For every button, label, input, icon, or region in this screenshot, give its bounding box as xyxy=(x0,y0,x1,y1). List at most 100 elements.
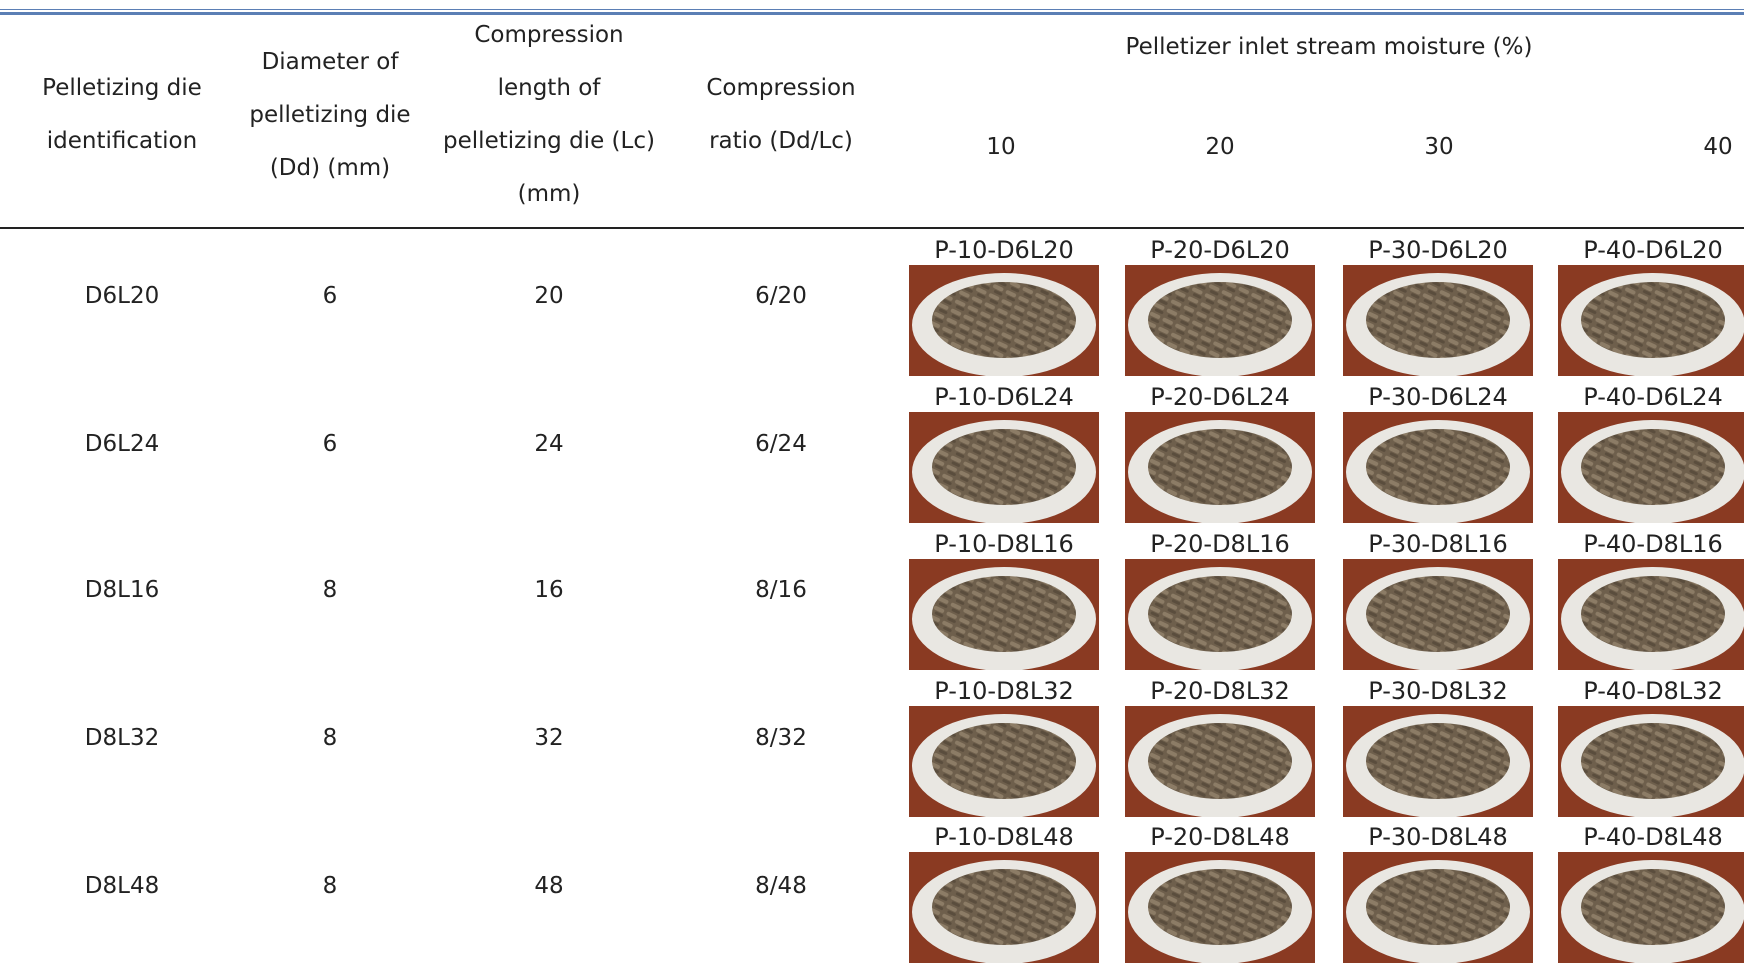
photo xyxy=(1125,412,1315,523)
photo xyxy=(1558,852,1744,963)
cell: 6/20 xyxy=(755,283,807,309)
photo-label: P-10-D6L20 xyxy=(934,236,1073,264)
photo-label: P-40-D8L32 xyxy=(1583,677,1722,705)
page: (() => { const data = JSON.parse(documen… xyxy=(0,0,1744,963)
cell: D6L20 xyxy=(85,283,159,309)
pellets xyxy=(1148,869,1292,945)
header-line: Diameter of xyxy=(262,36,399,89)
pellets xyxy=(1581,723,1725,799)
header-line: (mm) xyxy=(518,168,581,221)
cell: 6/24 xyxy=(755,431,807,457)
pellets xyxy=(1581,869,1725,945)
cell: D8L48 xyxy=(85,873,159,899)
pellets xyxy=(1148,576,1292,652)
cell: 24 xyxy=(534,431,563,457)
photo-label: P-10-D6L24 xyxy=(934,383,1073,411)
photo xyxy=(1558,706,1744,817)
pellets xyxy=(1366,429,1510,505)
header-line: pelletizing die (Lc) xyxy=(443,115,655,168)
cell: 8/32 xyxy=(755,725,807,751)
photo-label: P-20-D6L24 xyxy=(1150,383,1289,411)
photo xyxy=(1343,265,1533,376)
photo xyxy=(1343,706,1533,817)
photo-label: P-20-D8L48 xyxy=(1150,823,1289,851)
cell: 8/48 xyxy=(755,873,807,899)
group-title: Pelletizer inlet stream moisture (%) xyxy=(1126,34,1533,60)
header-line: ratio (Dd/Lc) xyxy=(709,115,853,168)
photo xyxy=(909,265,1099,376)
photo-label: P-20-D6L20 xyxy=(1150,236,1289,264)
moisture-header: 40 xyxy=(1703,134,1732,160)
cell: 6 xyxy=(323,431,338,457)
photo-label: P-30-D6L20 xyxy=(1368,236,1507,264)
cell: 32 xyxy=(534,725,563,751)
photo xyxy=(1125,852,1315,963)
photo-label: P-10-D8L48 xyxy=(934,823,1073,851)
cell: 16 xyxy=(534,577,563,603)
photo xyxy=(1558,265,1744,376)
pellets xyxy=(932,282,1076,358)
photo-label: P-40-D8L48 xyxy=(1583,823,1722,851)
cell: 8 xyxy=(323,577,338,603)
cell: D8L16 xyxy=(85,577,159,603)
photo-label: P-20-D8L16 xyxy=(1150,530,1289,558)
header-line: (Dd) (mm) xyxy=(270,142,390,195)
cell: 6 xyxy=(323,283,338,309)
photo-label: P-30-D8L32 xyxy=(1368,677,1507,705)
pellets xyxy=(1148,282,1292,358)
photo-label: P-40-D6L20 xyxy=(1583,236,1722,264)
pellets xyxy=(1581,282,1725,358)
photo xyxy=(909,706,1099,817)
header-line: Pelletizing die xyxy=(42,62,202,115)
cell: D8L32 xyxy=(85,725,159,751)
moisture-header: 10 xyxy=(986,134,1015,160)
photo xyxy=(1125,265,1315,376)
pellets xyxy=(1366,723,1510,799)
pellets xyxy=(1148,429,1292,505)
cell: 20 xyxy=(534,283,563,309)
moisture-header: 30 xyxy=(1424,134,1453,160)
cell: 8/16 xyxy=(755,577,807,603)
header-line: length of xyxy=(498,62,601,115)
cell: D6L24 xyxy=(85,431,159,457)
photo xyxy=(1343,559,1533,670)
photo-label: P-40-D8L16 xyxy=(1583,530,1722,558)
photo xyxy=(1343,412,1533,523)
photo xyxy=(909,852,1099,963)
photo xyxy=(1558,412,1744,523)
header-line: Compression xyxy=(706,62,855,115)
pellets xyxy=(932,723,1076,799)
photo-label: P-30-D6L24 xyxy=(1368,383,1507,411)
pellets xyxy=(1366,282,1510,358)
photo-label: P-10-D8L32 xyxy=(934,677,1073,705)
cell: 48 xyxy=(534,873,563,899)
pellets xyxy=(932,869,1076,945)
pellets xyxy=(1581,429,1725,505)
photo-label: P-30-D8L48 xyxy=(1368,823,1507,851)
photo xyxy=(1125,706,1315,817)
header-line: Compression xyxy=(474,9,623,62)
header-line: identification xyxy=(47,115,197,168)
photo xyxy=(1125,559,1315,670)
cell: 8 xyxy=(323,873,338,899)
photo-label: P-10-D8L16 xyxy=(934,530,1073,558)
pellets xyxy=(1366,869,1510,945)
pellets xyxy=(1366,576,1510,652)
photo-label: P-20-D8L32 xyxy=(1150,677,1289,705)
pellets xyxy=(1148,723,1292,799)
photo xyxy=(1343,852,1533,963)
photo xyxy=(909,559,1099,670)
photo xyxy=(1558,559,1744,670)
cell: 8 xyxy=(323,725,338,751)
pellets xyxy=(1581,576,1725,652)
photo xyxy=(909,412,1099,523)
header-line: pelletizing die xyxy=(249,89,410,142)
pellets xyxy=(932,576,1076,652)
moisture-header: 20 xyxy=(1205,134,1234,160)
photo-label: P-30-D8L16 xyxy=(1368,530,1507,558)
photo-label: P-40-D6L24 xyxy=(1583,383,1722,411)
